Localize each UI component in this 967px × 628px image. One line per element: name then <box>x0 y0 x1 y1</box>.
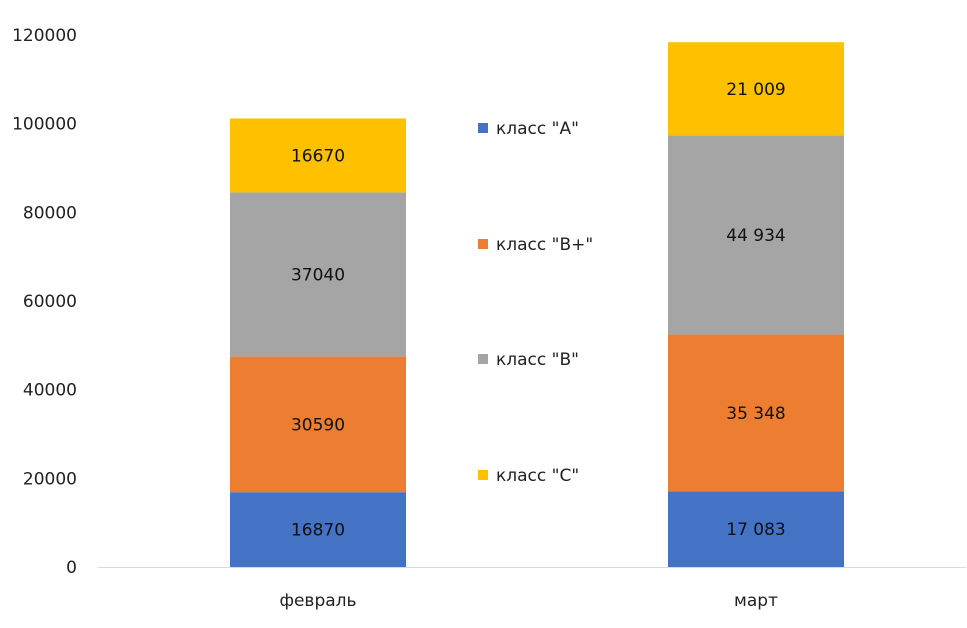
bar-segment <box>230 118 406 193</box>
legend-label: класс "C" <box>496 466 579 486</box>
y-tick-label: 20000 <box>23 469 77 489</box>
x-category-label: март <box>734 591 778 611</box>
legend-label: класс "B" <box>496 350 579 370</box>
bar-segment <box>230 192 406 357</box>
y-tick-label: 40000 <box>23 381 77 401</box>
legend-swatch <box>478 123 488 133</box>
data-label: 21 009 <box>726 80 785 100</box>
y-tick-label: 120000 <box>12 26 77 46</box>
legend-swatch <box>478 354 488 364</box>
y-tick-label: 80000 <box>23 203 77 223</box>
bar-segment <box>230 492 406 567</box>
bar-segment <box>668 491 844 567</box>
bar-segment <box>668 334 844 492</box>
data-label: 16670 <box>291 146 345 166</box>
legend-swatch <box>478 239 488 249</box>
data-label: 44 934 <box>726 226 785 246</box>
data-label: 35 348 <box>726 404 785 424</box>
y-tick-label: 100000 <box>12 115 77 135</box>
x-category-label: февраль <box>279 591 356 611</box>
legend-swatch <box>478 470 488 480</box>
bar-segment <box>668 42 844 136</box>
data-label: 17 083 <box>726 520 785 540</box>
bar-segment <box>668 135 844 335</box>
y-tick-label: 0 <box>66 558 77 578</box>
data-label: 37040 <box>291 265 345 285</box>
y-tick-label: 60000 <box>23 292 77 312</box>
data-label: 16870 <box>291 521 345 541</box>
legend-label: класс "A" <box>496 119 579 139</box>
legend-label: класс "B+" <box>496 235 593 255</box>
bar-segment <box>230 356 406 493</box>
data-label: 30590 <box>291 415 345 435</box>
